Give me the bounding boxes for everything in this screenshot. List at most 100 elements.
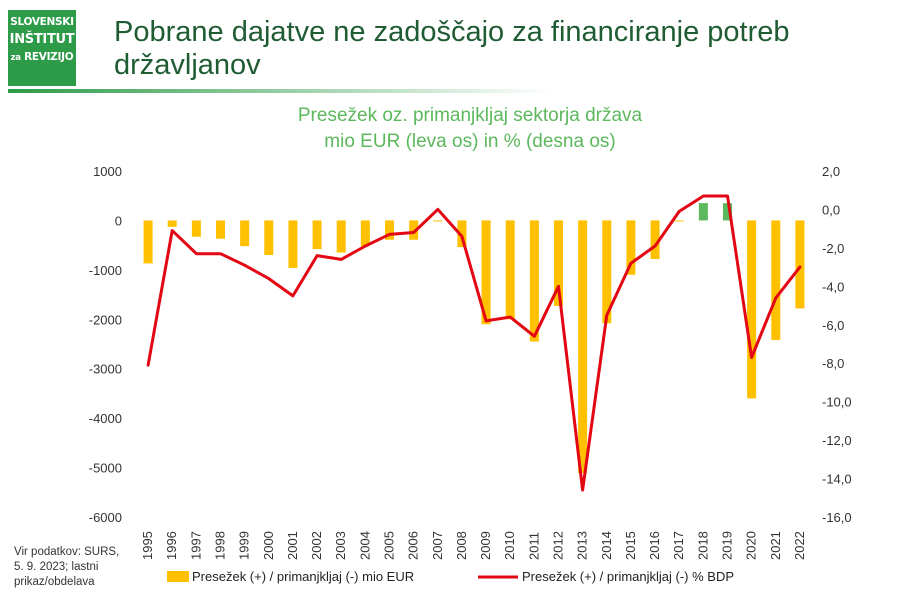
line-point <box>436 208 439 211</box>
bar <box>578 220 588 474</box>
left-axis-tick-label: -4000 <box>89 411 122 426</box>
right-axis-tick-label: -2,0 <box>822 241 844 256</box>
legend-label-bar: Presežek (+) / primanjkljaj (-) mio EUR <box>192 569 414 584</box>
bar <box>360 220 370 247</box>
line-point <box>653 244 657 248</box>
logo-line-3: za REVIZIJO <box>8 50 76 63</box>
line-point <box>315 254 319 257</box>
bar <box>216 220 225 239</box>
line-point <box>243 263 246 267</box>
x-axis-tick-label: 2015 <box>623 531 638 560</box>
x-axis-tick-label: 1999 <box>237 531 252 560</box>
bar <box>795 220 805 309</box>
left-axis-tick-label: -1000 <box>89 263 122 278</box>
line-point <box>219 252 222 255</box>
x-axis-tick-label: 2010 <box>502 531 517 560</box>
left-axis-tick-label: 0 <box>115 213 122 228</box>
bar <box>650 220 660 259</box>
line-point <box>195 252 198 255</box>
line-point <box>533 335 536 338</box>
line-point <box>750 356 753 359</box>
line-point <box>412 231 415 234</box>
left-axis-tick-label: -6000 <box>89 510 122 525</box>
line-point <box>388 233 391 236</box>
x-axis-tick-label: 1997 <box>188 531 203 560</box>
legend-label-line: Presežek (+) / primanjkljaj (-) % BDP <box>522 569 734 584</box>
legend-swatch-bar <box>167 571 189 582</box>
bar <box>457 220 467 248</box>
line-point <box>340 258 343 261</box>
right-axis-tick-label: -16,0 <box>822 510 852 525</box>
x-axis-tick-label: 2001 <box>285 531 300 560</box>
bar <box>240 220 250 247</box>
x-axis-tick-label: 2022 <box>792 531 807 560</box>
bar <box>385 220 394 240</box>
bar <box>167 220 177 227</box>
bar <box>264 220 274 256</box>
chart-title-line-2: mio EUR (leva os) in % (desna os) <box>324 131 616 152</box>
line-point <box>605 313 608 317</box>
line-point <box>726 194 729 198</box>
right-axis-tick-label: -8,0 <box>822 356 844 371</box>
bar <box>771 220 781 341</box>
bar <box>698 203 708 221</box>
bar <box>143 220 153 264</box>
bar <box>288 220 298 268</box>
line-point <box>774 296 777 300</box>
x-axis-tick-label: 2007 <box>430 531 445 560</box>
line-point <box>364 244 367 248</box>
line-point <box>629 262 633 265</box>
left-axis-tick-label: -2000 <box>89 312 122 327</box>
x-axis-tick-label: 1998 <box>213 531 228 560</box>
left-axis-tick-label: -3000 <box>89 362 122 377</box>
line-point <box>509 315 512 319</box>
line-point <box>460 235 464 238</box>
logo-line-2: INŠTITUT <box>9 31 75 47</box>
x-axis-tick-label: 2013 <box>575 531 590 560</box>
logo-line-3b: REVIZIJO <box>24 50 74 63</box>
line-point <box>146 363 150 367</box>
logo-line-3a: za <box>10 52 21 63</box>
left-axis-tick-label: -5000 <box>89 461 122 476</box>
bar <box>191 220 201 237</box>
line-point <box>702 194 705 198</box>
line-point <box>484 319 488 323</box>
bar <box>433 220 443 222</box>
bar <box>554 220 563 306</box>
right-axis-tick-label: 2,0 <box>822 164 840 179</box>
x-axis-tick-label: 2006 <box>406 531 421 560</box>
x-axis-tick-label: 2003 <box>333 531 348 560</box>
left-axis-tick-label: 1000 <box>93 164 122 179</box>
bar <box>626 220 636 275</box>
line-point <box>678 210 681 213</box>
x-axis-tick-label: 2000 <box>261 531 276 560</box>
x-axis-tick-label: 2018 <box>695 531 710 560</box>
x-axis-tick-label: 2008 <box>454 531 469 560</box>
line-point <box>581 488 584 492</box>
bar <box>312 220 322 250</box>
x-axis-tick-label: 1995 <box>140 531 155 560</box>
right-axis-tick-label: 0,0 <box>822 202 840 217</box>
x-axis-tick-label: 2014 <box>599 531 614 560</box>
logo: SLOVENSKI INŠTITUT za REVIZIJO <box>8 10 76 86</box>
line-point <box>798 265 802 269</box>
x-axis-tick-label: 2016 <box>647 531 662 560</box>
bar <box>747 220 757 399</box>
line-series <box>146 194 802 492</box>
source-note: Vir podatkov: SURS, 5. 9. 2023; lastni p… <box>14 546 120 588</box>
line-point <box>267 277 270 280</box>
bar <box>481 220 491 325</box>
x-axis-tick-label: 2017 <box>671 531 686 560</box>
right-axis-tick-label: -10,0 <box>822 395 852 410</box>
bar <box>529 220 539 342</box>
x-axis-tick-label: 2012 <box>551 531 566 560</box>
title-divider <box>8 89 553 93</box>
x-axis-tick-label: 2020 <box>744 531 759 560</box>
bar <box>505 220 515 320</box>
x-axis-tick-label: 2021 <box>768 531 783 560</box>
x-axis-tick-label: 2002 <box>309 531 324 560</box>
line-point <box>171 229 174 232</box>
x-axis-tick-label: 1996 <box>164 531 179 560</box>
logo-line-1: SLOVENSKI <box>10 16 74 28</box>
